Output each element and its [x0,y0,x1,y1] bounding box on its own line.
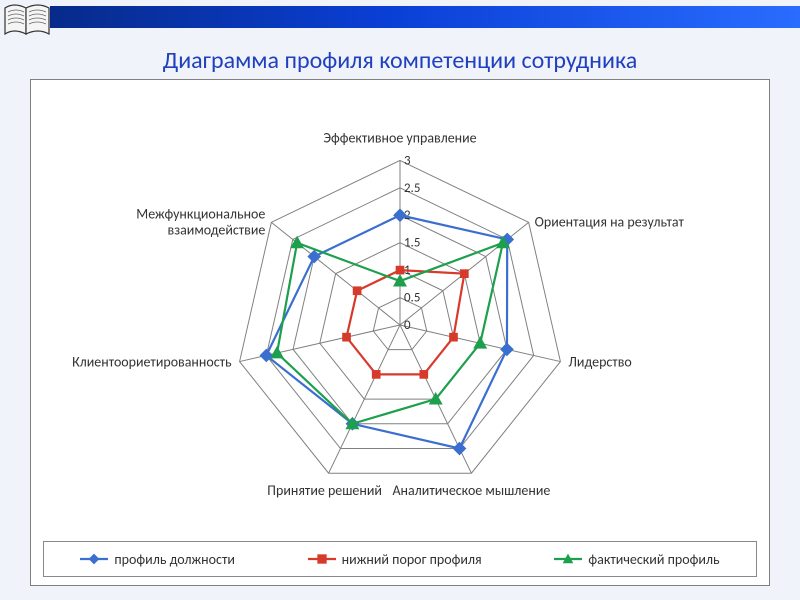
svg-text:0.5: 0.5 [404,291,420,306]
slide-title: Диаграмма профиля компетенции сотрудника [0,46,800,75]
radar-chart: 00.511.522.53Эффективное управлениеОриен… [31,80,769,535]
book-icon [2,0,52,38]
legend-item: фактический профиль [554,551,719,568]
header-bar [0,0,800,40]
axis-label: Лидерство [568,354,631,371]
svg-text:3: 3 [404,153,411,168]
legend-label: фактический профиль [588,551,719,568]
axis-label: Клиентоориетированность [72,354,232,371]
svg-text:1.5: 1.5 [404,236,420,251]
chart-frame: 00.511.522.53Эффективное управлениеОриен… [30,79,770,586]
legend-item: профиль должности [80,551,235,568]
radar-svg: 00.511.522.53Эффективное управлениеОриен… [31,80,769,535]
header-gradient [50,6,800,28]
legend-label: нижний порог профиля [342,551,482,568]
svg-text:0: 0 [404,318,411,333]
axis-label: Принятие решений [267,482,382,499]
legend-label: профиль должности [114,551,235,568]
svg-text:2.5: 2.5 [404,181,420,196]
axis-label: Межфункциональноевзаимодействие [136,205,265,238]
axis-label: Аналитическое мышление [392,482,550,499]
axis-label: Эффективное управление [323,129,476,146]
axis-label: Ориентация на результат [535,213,685,230]
legend-item: нижний порог профиля [308,551,482,568]
chart-legend: профиль должности нижний порог профиля фак… [43,541,757,577]
